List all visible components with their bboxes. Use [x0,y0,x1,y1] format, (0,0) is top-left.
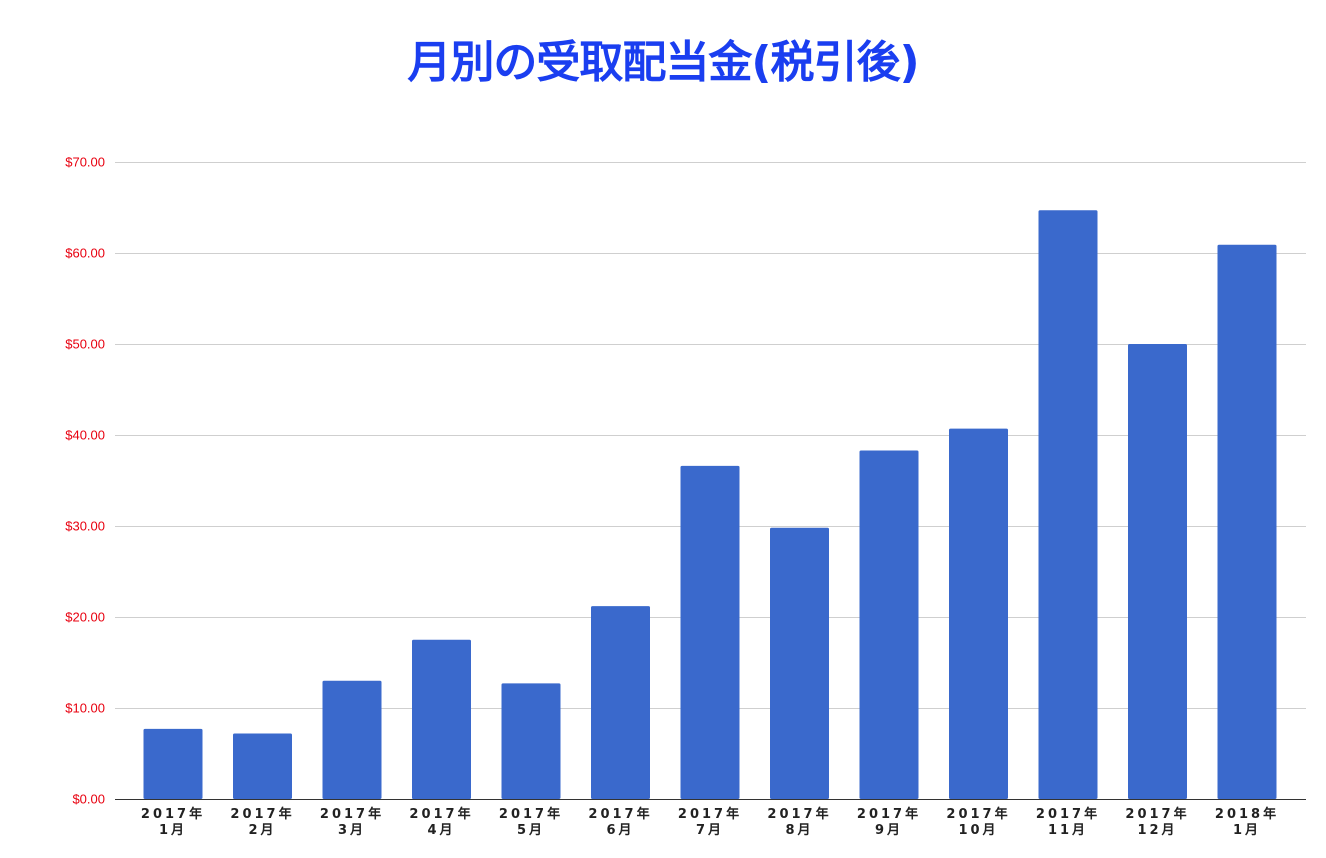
bar [859,450,919,799]
y-tick-label: $30.00 [65,519,105,534]
bar [1217,244,1277,800]
bar [949,428,1008,799]
bar [591,606,650,799]
y-tick-label: $70.00 [65,155,105,170]
x-tick-label: 2017年 3月 [320,806,384,838]
x-tick-label: 2017年 10月 [946,806,1010,838]
bars [143,210,1277,800]
bar [233,733,292,799]
bar [501,683,561,799]
y-tick-label: $10.00 [65,701,105,716]
x-tick-label: 2017年 1月 [141,806,205,838]
x-tick-label: 2017年 12月 [1125,806,1189,838]
x-tick-label: 2017年 5月 [499,806,563,838]
y-tick-label: $40.00 [65,428,105,443]
y-tick-label: $20.00 [65,610,105,625]
x-tick-label: 2017年 2月 [230,806,294,838]
y-tick-label: $60.00 [65,246,105,261]
bar [143,728,203,799]
x-tick-label: 2017年 6月 [588,806,652,838]
x-tick-label: 2017年 4月 [409,806,473,838]
bar [322,680,382,799]
bar [412,639,471,800]
y-tick-label: $50.00 [65,337,105,352]
bar [680,465,740,799]
x-tick-label: 2017年 8月 [767,806,831,838]
x-tick-label: 2017年 9月 [857,806,921,838]
chart-title: 月別の受取配当金(税引後) [407,37,919,88]
x-axis-labels: 2017年 1月 2017年 2月 2017年 3月 2017年 4月 2017年 5月 2017年… [141,806,1279,838]
bar [1128,344,1187,799]
y-tick-label: $0.00 [72,792,105,807]
bar [1038,210,1098,799]
x-tick-label: 2018年 1月 [1215,806,1279,838]
y-axis-labels: $0.00 $10.00 $20.00 $30.00 $40.00 $50.00 $60.0… [65,155,105,807]
bar [770,527,829,799]
x-tick-label: 2017年 11月 [1036,806,1100,838]
x-tick-label: 2017年 7月 [678,806,742,838]
